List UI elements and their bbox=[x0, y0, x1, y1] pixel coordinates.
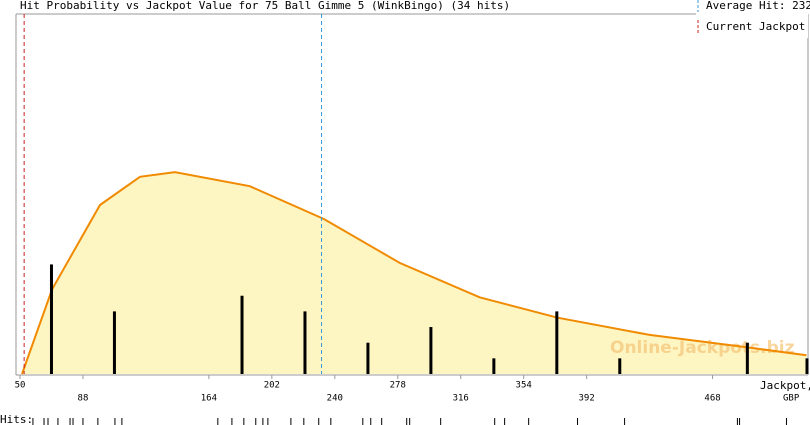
bar bbox=[492, 358, 496, 374]
bar bbox=[618, 358, 622, 374]
bar bbox=[805, 358, 809, 374]
x-tick-label: 392 bbox=[579, 394, 595, 404]
bar bbox=[366, 342, 370, 374]
bar bbox=[429, 327, 433, 374]
curve bbox=[21, 171, 807, 375]
x-label: GBP bbox=[783, 394, 800, 404]
bar bbox=[303, 311, 307, 374]
x-tick-label: 164 bbox=[201, 394, 217, 404]
legend-label: Average Hit: 232 bbox=[706, 0, 810, 12]
x-tick-label: 354 bbox=[516, 381, 532, 391]
x-tick-label: 88 bbox=[78, 394, 89, 404]
bar bbox=[555, 311, 559, 374]
x-tick-label: 50 bbox=[15, 381, 26, 391]
bar bbox=[240, 295, 244, 374]
x-tick-label: 468 bbox=[704, 394, 720, 404]
bar bbox=[49, 264, 53, 374]
legend-box bbox=[696, 0, 808, 38]
curve-area bbox=[21, 172, 807, 374]
x-tick-label: 278 bbox=[390, 381, 406, 391]
x-tick-label: 202 bbox=[264, 381, 280, 391]
bar bbox=[745, 342, 749, 374]
hits-label: Hits: bbox=[0, 413, 33, 425]
x-label: Jackpot, bbox=[760, 379, 810, 392]
legend-label: Current Jackpot bbox=[706, 20, 805, 33]
bar bbox=[112, 311, 116, 374]
chart-title: Hit Probability vs Jackpot Value for 75 … bbox=[20, 0, 510, 12]
x-tick-label: 240 bbox=[327, 394, 343, 404]
x-tick-label: 316 bbox=[453, 394, 469, 404]
